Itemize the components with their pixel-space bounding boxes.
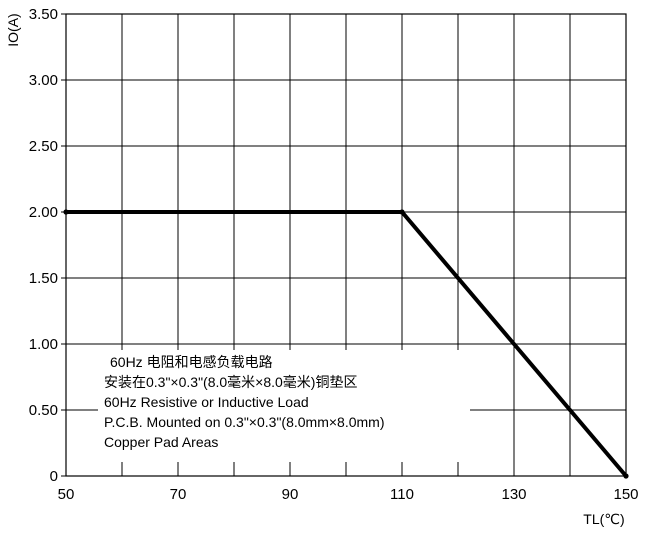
y-tick-label: 3.00 bbox=[29, 72, 58, 89]
x-tick-labels: 50 70 90 110 130 150 bbox=[58, 486, 639, 503]
y-tick-label: 2.50 bbox=[29, 138, 58, 155]
y-tick-labels: 0 0.50 1.00 1.50 2.00 2.50 3.00 3.50 bbox=[29, 6, 66, 485]
series-point bbox=[399, 209, 405, 215]
annotation-background bbox=[98, 350, 470, 462]
y-tick-label: 2.00 bbox=[29, 204, 58, 221]
annotation-line: 60Hz 电阻和电感负载电路 bbox=[110, 354, 273, 370]
x-tick-label: 110 bbox=[390, 486, 414, 503]
x-tick-label: 130 bbox=[501, 486, 526, 503]
annotation-box: 60Hz 电阻和电感负载电路安装在0.3"×0.3"(8.0毫米×8.0毫米)铜… bbox=[98, 350, 470, 462]
x-tick-label: 70 bbox=[170, 486, 187, 503]
x-tick-label: 50 bbox=[58, 486, 75, 503]
y-tick-label: 3.50 bbox=[29, 6, 58, 23]
y-tick-label: 0.50 bbox=[29, 402, 58, 419]
annotation-line: P.C.B. Mounted on 0.3"×0.3"(8.0mm×8.0mm) bbox=[104, 414, 385, 430]
series-point bbox=[623, 473, 629, 479]
x-tick-label: 90 bbox=[282, 486, 299, 503]
y-tick-label: 0 bbox=[50, 468, 58, 485]
y-axis-title: IO(A) bbox=[5, 13, 21, 46]
y-tick-label: 1.00 bbox=[29, 336, 58, 353]
annotation-line: 安装在0.3"×0.3"(8.0毫米×8.0毫米)铜垫区 bbox=[104, 374, 357, 390]
y-tick-label: 1.50 bbox=[29, 270, 58, 287]
x-axis-title: TL(℃) bbox=[583, 511, 624, 527]
annotation-line: Copper Pad Areas bbox=[104, 434, 218, 450]
plot-border bbox=[65, 13, 627, 477]
plot-frame bbox=[65, 13, 627, 477]
x-tick-label: 150 bbox=[613, 486, 638, 503]
annotation-line: 60Hz Resistive or Inductive Load bbox=[104, 394, 309, 410]
